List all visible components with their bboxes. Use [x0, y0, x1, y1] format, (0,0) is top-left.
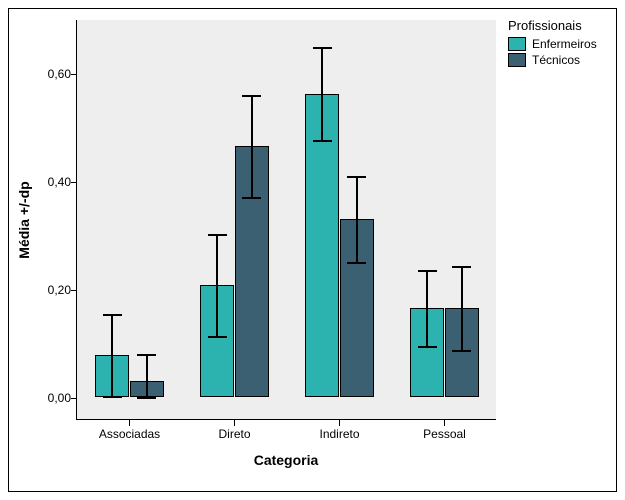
y-tick-label: 0,60: [48, 67, 77, 81]
legend: Profissionais Enfermeiros Técnicos: [508, 18, 597, 69]
legend-label: Enfermeiros: [532, 37, 597, 51]
legend-items: Enfermeiros Técnicos: [508, 37, 597, 67]
bar: [340, 219, 375, 397]
bar: [200, 285, 235, 397]
y-tick-label: 0,00: [48, 391, 77, 405]
legend-swatch: [508, 37, 526, 51]
x-tick-label: Indireto: [319, 419, 359, 441]
x-tick-label: Pessoal: [423, 419, 466, 441]
bar: [305, 94, 340, 398]
plot-inner: 0,000,200,400,60AssociadasDiretoIndireto…: [77, 20, 496, 419]
y-axis-label: Média +/-dp: [16, 181, 32, 258]
bar: [235, 146, 270, 397]
bar: [410, 308, 445, 397]
legend-item: Técnicos: [508, 53, 597, 67]
y-tick-label: 0,20: [48, 283, 77, 297]
y-tick-label: 0,40: [48, 175, 77, 189]
legend-label: Técnicos: [532, 53, 580, 67]
plot-area: 0,000,200,400,60AssociadasDiretoIndireto…: [76, 20, 496, 420]
x-axis-label: Categoria: [254, 452, 319, 468]
legend-swatch: [508, 53, 526, 67]
x-tick-label: Associadas: [99, 419, 160, 441]
bar: [95, 355, 130, 397]
x-tick-label: Direto: [218, 419, 250, 441]
bar: [445, 308, 480, 397]
legend-item: Enfermeiros: [508, 37, 597, 51]
legend-title: Profissionais: [508, 18, 597, 33]
chart-container: 0,00 0,20 0,40 0,60 Associadas Direto Indireto…: [0, 0, 625, 500]
bar: [130, 381, 165, 397]
